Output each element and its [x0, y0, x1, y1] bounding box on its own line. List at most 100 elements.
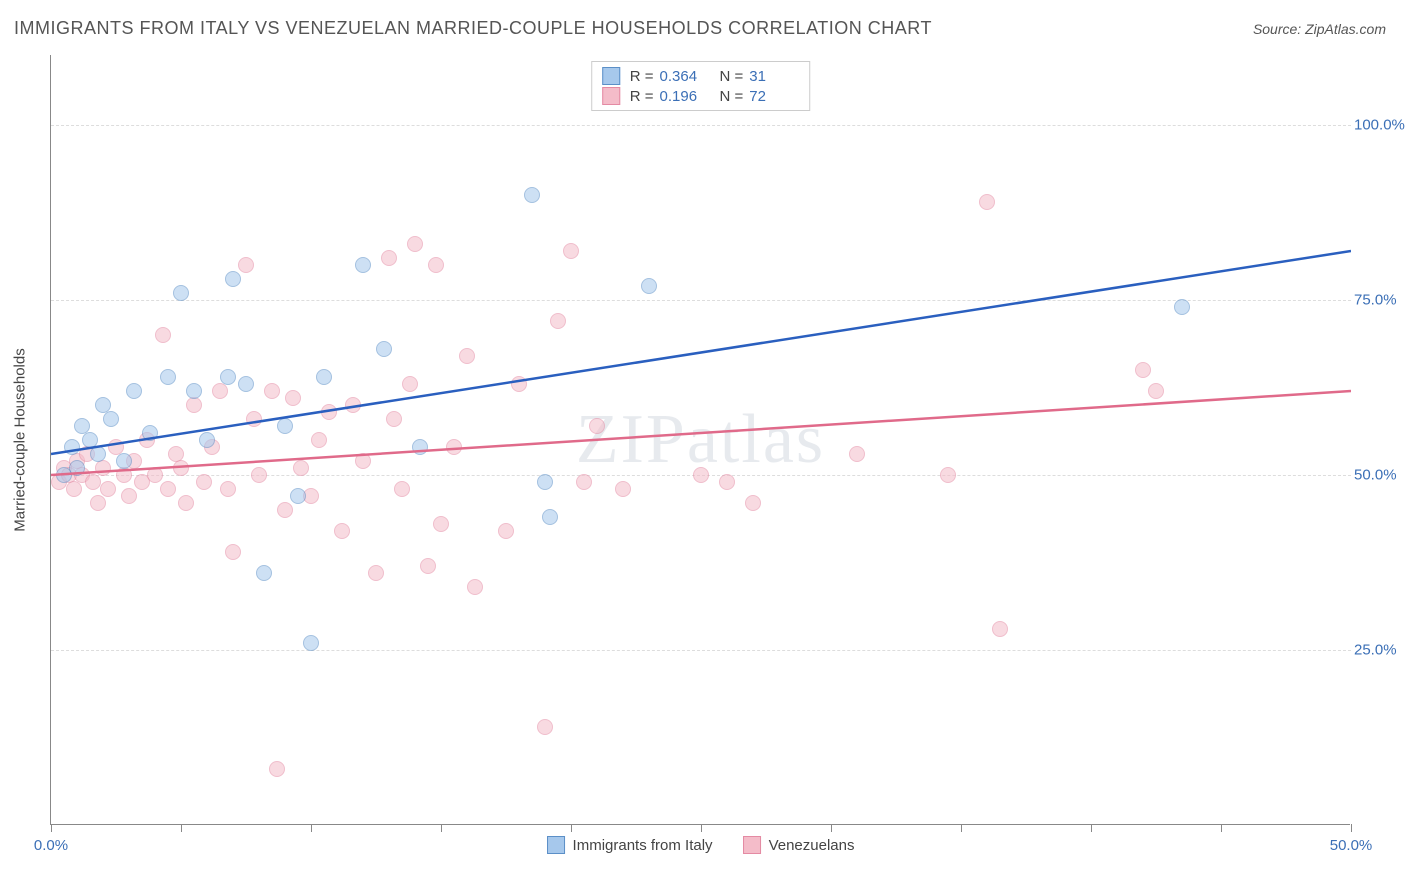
scatter-point	[121, 488, 137, 504]
chart-header: IMMIGRANTS FROM ITALY VS VENEZUELAN MARR…	[14, 18, 1386, 39]
ytick-label: 25.0%	[1354, 642, 1406, 659]
scatter-point	[264, 383, 280, 399]
scatter-point	[69, 460, 85, 476]
scatter-point	[277, 418, 293, 434]
scatter-point	[745, 495, 761, 511]
scatter-point	[64, 439, 80, 455]
scatter-point	[90, 495, 106, 511]
scatter-point	[100, 481, 116, 497]
scatter-point	[498, 523, 514, 539]
scatter-point	[940, 467, 956, 483]
xtick	[51, 824, 52, 832]
scatter-point	[524, 187, 540, 203]
scatter-point	[446, 439, 462, 455]
plot-area: ZIPatlas R = 0.364 N = 31 R = 0.196 N = …	[50, 55, 1350, 825]
scatter-point	[103, 411, 119, 427]
legend-n-label: N =	[720, 68, 744, 85]
scatter-point	[90, 446, 106, 462]
scatter-point	[1148, 383, 1164, 399]
xtick	[1221, 824, 1222, 832]
plot-wrap: Married-couple Households ZIPatlas R = 0…	[50, 55, 1350, 825]
legend-swatch-venezuelans	[743, 836, 761, 854]
scatter-point	[511, 376, 527, 392]
xtick	[1351, 824, 1352, 832]
scatter-point	[321, 404, 337, 420]
scatter-point	[428, 257, 444, 273]
chart-source: Source: ZipAtlas.com	[1253, 21, 1386, 37]
legend-r-value-venezuelans: 0.196	[660, 88, 710, 105]
xtick	[701, 824, 702, 832]
legend-n-value-venezuelans: 72	[749, 88, 799, 105]
scatter-point	[576, 474, 592, 490]
legend-swatch-italy	[547, 836, 565, 854]
scatter-point	[615, 481, 631, 497]
scatter-point	[641, 278, 657, 294]
scatter-point	[293, 460, 309, 476]
scatter-point	[66, 481, 82, 497]
scatter-point	[238, 257, 254, 273]
scatter-point	[178, 495, 194, 511]
xtick-label: 0.0%	[34, 837, 68, 854]
scatter-point	[402, 376, 418, 392]
scatter-point	[537, 719, 553, 735]
ytick-label: 100.0%	[1354, 117, 1406, 134]
scatter-point	[992, 621, 1008, 637]
scatter-point	[316, 369, 332, 385]
legend-item-venezuelans: Venezuelans	[743, 836, 855, 854]
scatter-point	[368, 565, 384, 581]
legend-item-italy: Immigrants from Italy	[547, 836, 713, 854]
scatter-point	[85, 474, 101, 490]
ytick-label: 50.0%	[1354, 467, 1406, 484]
scatter-point	[376, 341, 392, 357]
gridline	[51, 650, 1351, 651]
xtick-label: 50.0%	[1330, 837, 1373, 854]
scatter-point	[1174, 299, 1190, 315]
scatter-point	[589, 418, 605, 434]
scatter-point	[155, 327, 171, 343]
scatter-point	[199, 432, 215, 448]
xtick	[571, 824, 572, 832]
scatter-point	[142, 425, 158, 441]
legend-series: Immigrants from Italy Venezuelans	[547, 836, 855, 854]
scatter-point	[303, 635, 319, 651]
legend-stats-row: R = 0.196 N = 72	[602, 86, 800, 106]
scatter-point	[433, 516, 449, 532]
y-axis-label: Married-couple Households	[12, 348, 29, 531]
scatter-point	[386, 411, 402, 427]
legend-swatch-venezuelans	[602, 87, 620, 105]
scatter-point	[290, 488, 306, 504]
scatter-point	[459, 348, 475, 364]
scatter-point	[381, 250, 397, 266]
scatter-point	[542, 509, 558, 525]
scatter-point	[173, 285, 189, 301]
trend-line	[51, 391, 1351, 475]
xtick	[311, 824, 312, 832]
scatter-point	[269, 761, 285, 777]
chart-title: IMMIGRANTS FROM ITALY VS VENEZUELAN MARR…	[14, 18, 932, 39]
scatter-point	[355, 453, 371, 469]
scatter-point	[225, 544, 241, 560]
xtick	[181, 824, 182, 832]
scatter-point	[420, 558, 436, 574]
xtick	[831, 824, 832, 832]
trend-line	[51, 251, 1351, 454]
scatter-point	[116, 453, 132, 469]
scatter-point	[246, 411, 262, 427]
legend-r-label: R =	[630, 88, 654, 105]
scatter-point	[345, 397, 361, 413]
scatter-point	[719, 474, 735, 490]
scatter-point	[407, 236, 423, 252]
scatter-point	[196, 474, 212, 490]
scatter-point	[160, 481, 176, 497]
scatter-point	[220, 481, 236, 497]
scatter-point	[186, 397, 202, 413]
scatter-point	[355, 257, 371, 273]
legend-n-label: N =	[720, 88, 744, 105]
gridline	[51, 125, 1351, 126]
scatter-point	[412, 439, 428, 455]
xtick	[1091, 824, 1092, 832]
legend-swatch-italy	[602, 67, 620, 85]
legend-n-value-italy: 31	[749, 68, 799, 85]
scatter-point	[212, 383, 228, 399]
scatter-point	[238, 376, 254, 392]
